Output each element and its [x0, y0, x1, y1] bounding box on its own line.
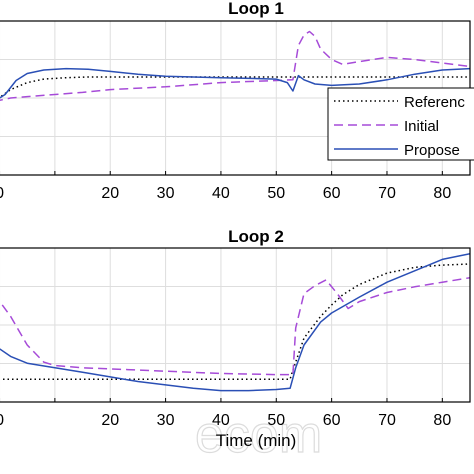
x-axis-label: Time (min) [216, 431, 297, 450]
reference-series-line [0, 76, 470, 99]
x-tick-label: 40 [212, 412, 230, 429]
x-tick-label: 70 [378, 412, 396, 429]
legend-box [327, 87, 474, 161]
x-tick-label: 0 [0, 412, 4, 429]
legend: Referenc Initial Propose [327, 87, 474, 161]
loop2-title: Loop 2 [228, 227, 284, 246]
x-tick-label: 50 [267, 185, 285, 202]
x-tick-label: 30 [157, 185, 175, 202]
x-tick-label: 0 [0, 185, 4, 202]
loop2-panel: 0 20 30 40 50 60 70 80 [0, 247, 471, 429]
x-tick-label: 60 [323, 412, 341, 429]
x-tick-label: 50 [267, 412, 285, 429]
legend-label-proposed: Propose [404, 142, 460, 159]
x-tick-label: 20 [101, 412, 119, 429]
plot-frame [0, 247, 471, 403]
x-tick-label: 20 [101, 185, 119, 202]
x-tick-label: 80 [433, 412, 451, 429]
legend-label-initial: Initial [404, 118, 439, 135]
x-tick-label: 30 [157, 412, 175, 429]
x-tick-label: 70 [378, 185, 396, 202]
x-tick-label: 80 [433, 185, 451, 202]
proposed-series-line [0, 67, 470, 99]
watermark-text: ecom [195, 406, 322, 464]
x-tick-label: 60 [323, 185, 341, 202]
initial-series-line [0, 276, 470, 376]
reference-series-line [0, 263, 470, 380]
x-tick-label: 40 [212, 185, 230, 202]
initial-series-line [0, 30, 470, 102]
proposed-series-line [0, 252, 470, 392]
loop1-title: Loop 1 [228, 0, 284, 18]
legend-label-reference: Referenc [404, 94, 465, 111]
